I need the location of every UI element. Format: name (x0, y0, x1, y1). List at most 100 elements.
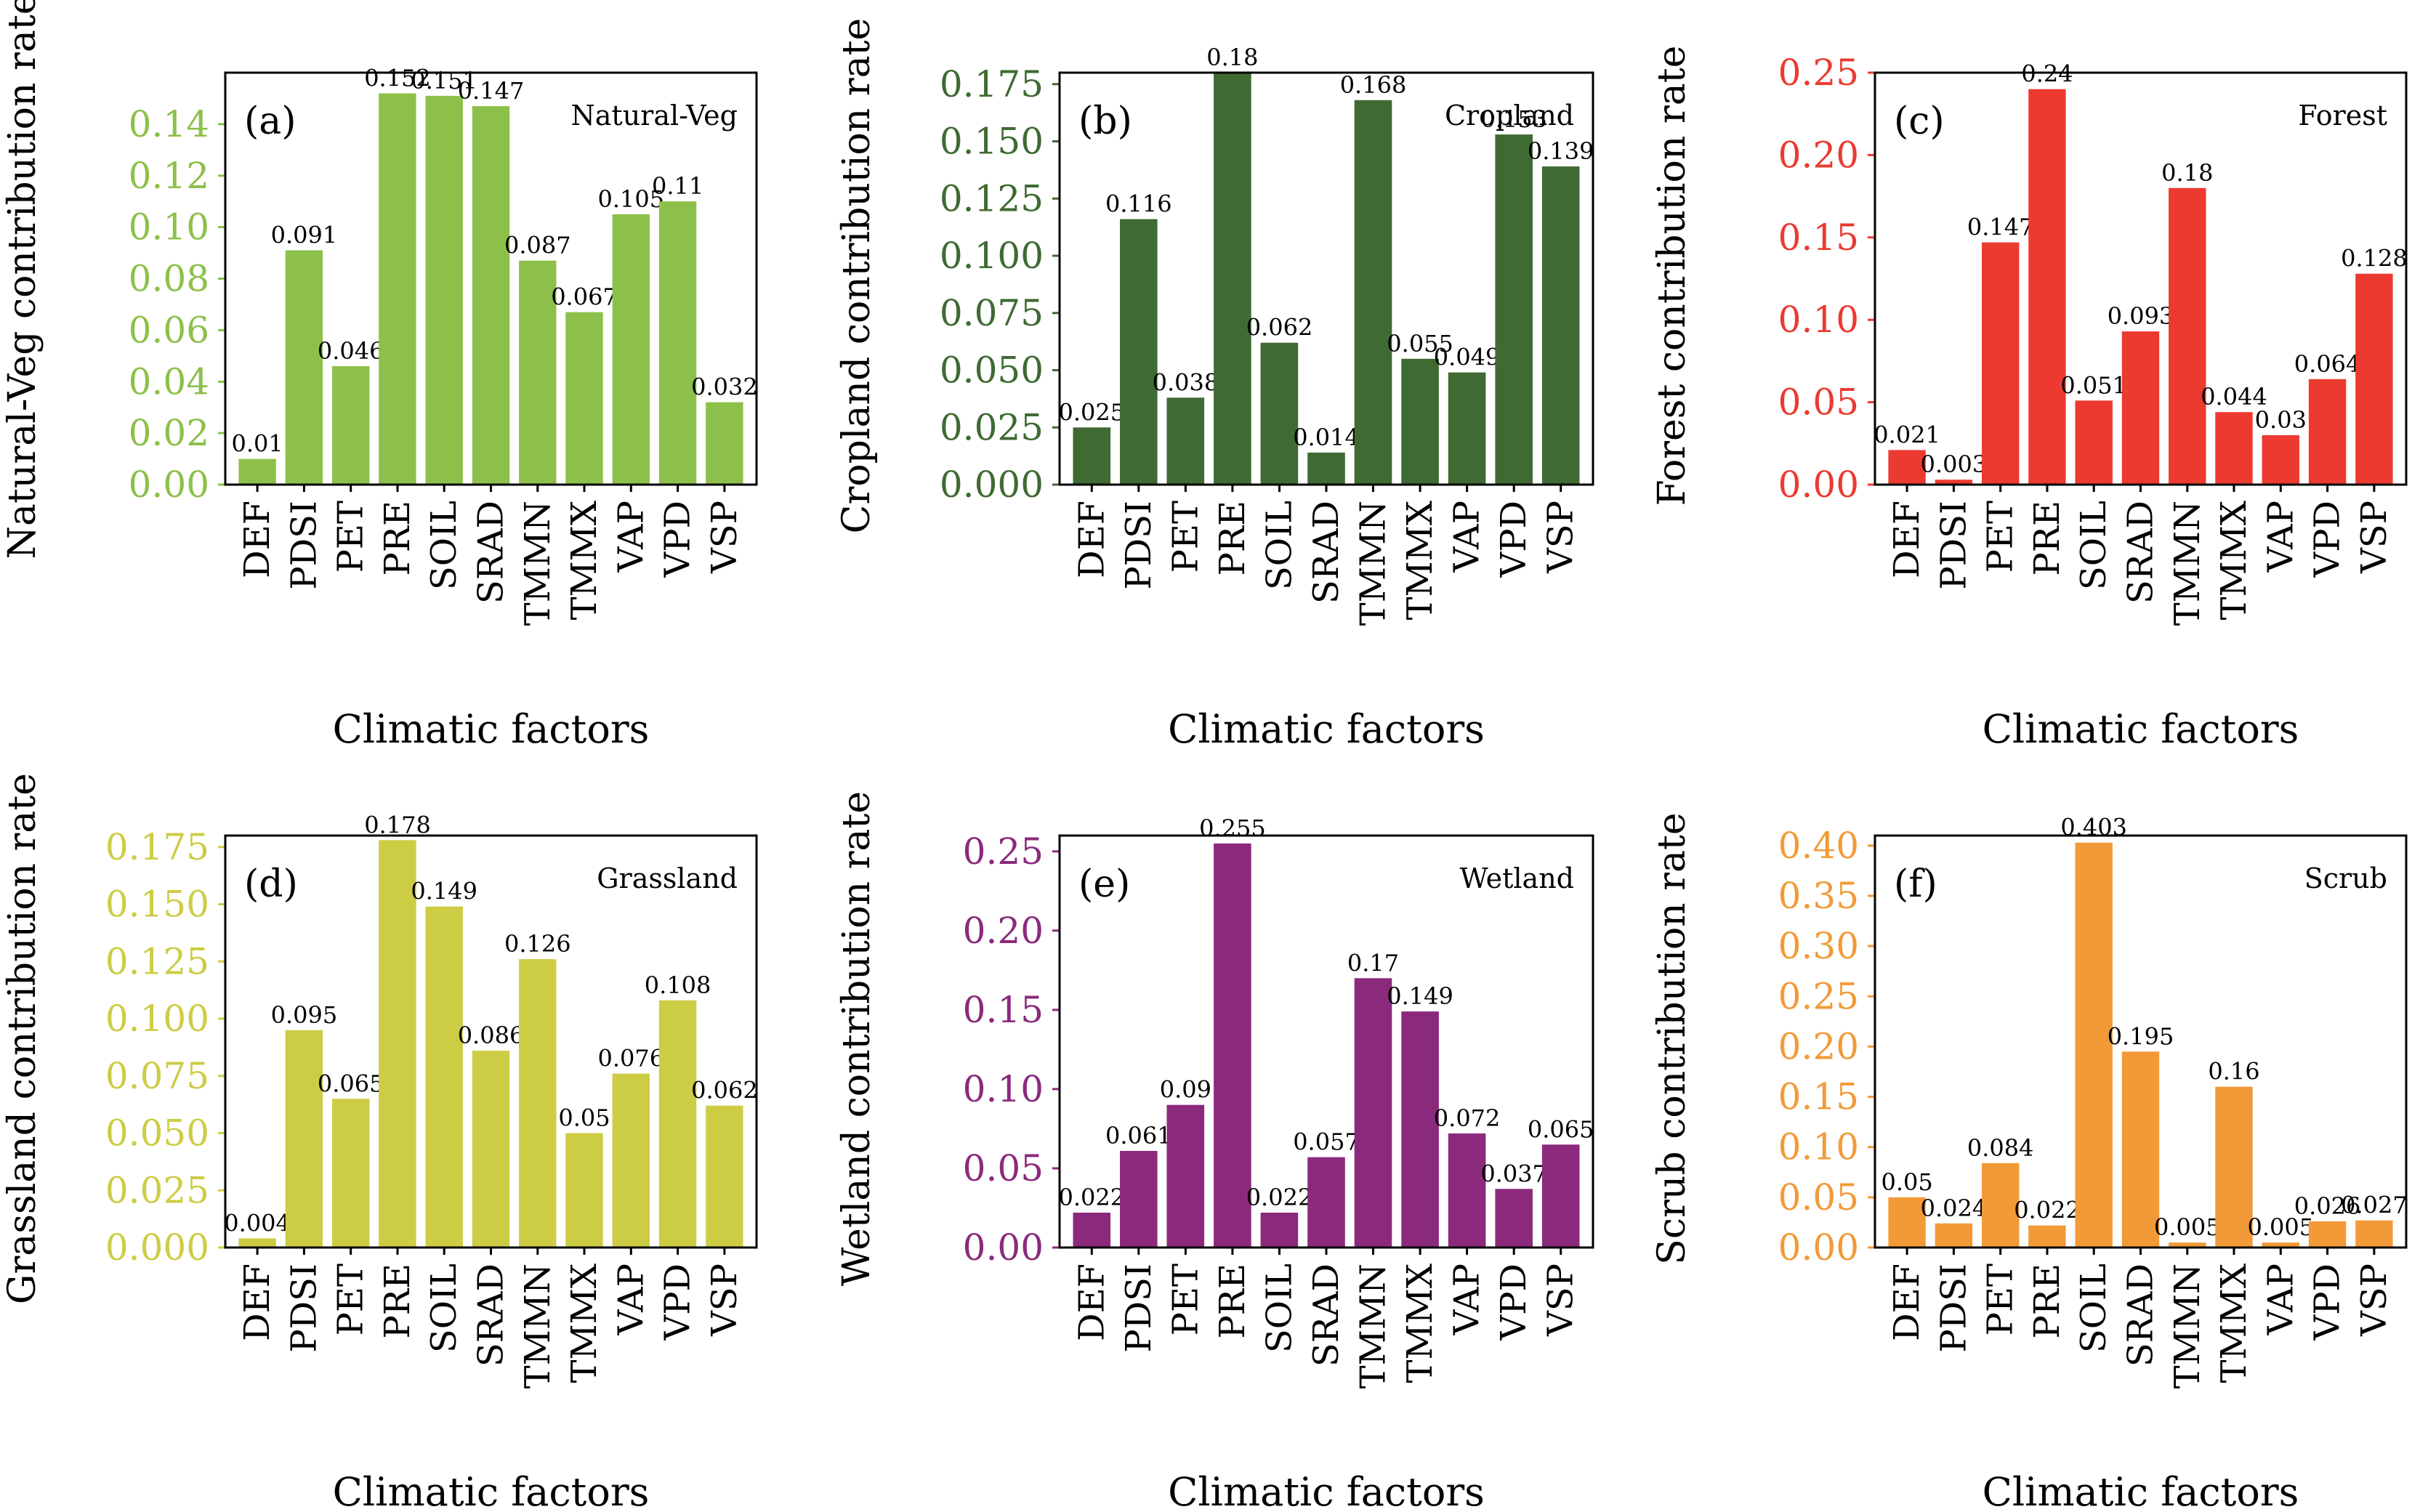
bar-vap (2262, 1242, 2299, 1248)
y-tick-label: 0.00 (963, 1226, 1044, 1269)
y-tick-label: 0.14 (129, 103, 209, 145)
y-tick-label: 0.000 (940, 464, 1044, 506)
x-tick-label-tmmn: TMMN (1353, 501, 1394, 626)
bar-soil (2075, 400, 2113, 485)
chart-panel-b: 0.025 DEF 0.116 PDSI 0.038 PET 0.18 PRE 0.062 SOI… (835, 18, 1594, 752)
x-tick-label-pre: PRE (377, 501, 418, 575)
data-label-tmmx: 0.055 (1387, 330, 1453, 357)
x-tick-label-def: DEF (1071, 501, 1112, 578)
bar-def (1888, 450, 1926, 485)
y-axis-label: Cropland contribution rate (835, 18, 879, 534)
bar-tmmx (1401, 1011, 1439, 1248)
data-label-pre: 0.24 (2021, 60, 2073, 88)
y-tick-label: 0.20 (1778, 134, 1859, 176)
bar-tmmx (1401, 358, 1439, 485)
bar-tmmn (2169, 1242, 2206, 1248)
x-tick-label-vsp: VSP (704, 1264, 745, 1337)
y-tick-label: 0.05 (963, 1147, 1044, 1189)
bar-tmmn (2169, 187, 2206, 485)
bar-vsp (706, 1105, 743, 1248)
bar-pdsi (1935, 480, 1973, 485)
x-tick-label-vap: VAP (610, 1264, 651, 1335)
x-tick-label-pre: PRE (1212, 501, 1253, 575)
y-tick-label: 0.20 (1778, 1025, 1859, 1067)
bar-def (238, 1238, 276, 1248)
bar-pre (2028, 1225, 2066, 1248)
data-label-vpd: 0.153 (1480, 105, 1547, 133)
x-tick-label-vpd: VPD (658, 501, 698, 578)
y-tick-label: 0.075 (105, 1055, 209, 1097)
plot-frame (224, 71, 758, 486)
x-tick-label-srad: SRAD (2121, 501, 2161, 604)
bar-soil (425, 95, 463, 485)
data-label-vsp: 0.032 (691, 373, 758, 401)
data-label-vpd: 0.11 (652, 172, 703, 200)
data-label-tmmn: 0.168 (1340, 71, 1407, 99)
x-tick-label-pet: PET (1165, 1264, 1206, 1335)
y-tick-label: 0.00 (1778, 1226, 1859, 1269)
y-tick-label: 0.15 (963, 989, 1044, 1031)
data-label-tmmx: 0.149 (1387, 982, 1453, 1010)
bar-vpd (658, 1000, 697, 1248)
plot-frame (1874, 834, 2408, 1249)
x-tick-label-def: DEF (1071, 1264, 1112, 1341)
y-axis-label: Forest contribution rate (1650, 46, 1694, 506)
y-tick-label: 0.175 (105, 826, 209, 868)
bar-def (1073, 1213, 1111, 1248)
y-tick-label: 0.15 (1778, 217, 1859, 259)
y-tick-label: 0.15 (1778, 1076, 1859, 1118)
y-tick-label: 0.050 (105, 1112, 209, 1155)
data-label-pdsi: 0.024 (1921, 1194, 1988, 1222)
x-tick-label-vpd: VPD (658, 1264, 698, 1341)
x-tick-label-vap: VAP (1447, 1264, 1488, 1335)
bar-srad (2121, 1051, 2160, 1248)
chart-panel-a: 0.01 DEF 0.091 PDSI 0.046 PET 0.152 PRE 0.151 SOI… (1, 0, 758, 752)
x-tick-label-vpd: VPD (1493, 1264, 1534, 1341)
x-tick-label-pdsi: PDSI (1118, 1264, 1159, 1353)
data-label-def: 0.004 (224, 1209, 291, 1237)
x-tick-label-pdsi: PDSI (1933, 1264, 1974, 1353)
bar-vpd (2308, 1221, 2347, 1248)
x-tick-label-vsp: VSP (2354, 501, 2395, 574)
bar-pdsi (285, 1030, 323, 1248)
bar-srad (1307, 452, 1345, 485)
data-label-vap: 0.005 (2247, 1213, 2314, 1241)
bar-vpd (1495, 1189, 1533, 1248)
legend-text: Grassland (597, 862, 738, 894)
y-tick-label: 0.125 (940, 177, 1044, 219)
y-tick-label: 0.12 (129, 155, 209, 197)
y-axis-label: Grassland contribution rate (1, 773, 44, 1304)
y-tick-label: 0.075 (940, 292, 1044, 334)
y-tick-label: 0.025 (940, 406, 1044, 448)
bar-pdsi (1120, 219, 1158, 485)
x-tick-label-vsp: VSP (1541, 501, 1581, 574)
y-tick-label: 0.06 (129, 309, 209, 351)
data-label-pre: 0.152 (364, 64, 431, 92)
legend-text: Wetland (1460, 862, 1574, 894)
panel-label: (a) (244, 100, 297, 143)
x-tick-label-tmmn: TMMN (2167, 1264, 2208, 1388)
x-tick-label-pet: PET (1980, 1264, 2021, 1335)
plot-frame (1058, 71, 1594, 486)
chart-panel-d: 0.004 DEF 0.095 PDSI 0.065 PET 0.178 PRE 0.149 SO… (1, 773, 758, 1512)
data-label-tmmx: 0.067 (551, 283, 618, 311)
y-tick-label: 0.00 (1778, 464, 1859, 506)
y-tick-label: 0.100 (940, 235, 1044, 277)
panel-label: (c) (1894, 100, 1945, 143)
y-tick-label: 0.20 (963, 910, 1044, 952)
x-tick-label-tmmx: TMMX (2214, 1264, 2254, 1383)
data-label-soil: 0.149 (411, 878, 477, 905)
chart-panel-e: 0.022 DEF 0.061 PDSI 0.09 PET 0.255 PRE 0.022 SOI… (835, 791, 1594, 1512)
data-label-tmmn: 0.126 (504, 930, 571, 958)
bar-tmmx (565, 1133, 603, 1248)
bar-soil (425, 906, 463, 1248)
y-tick-label: 0.125 (105, 940, 209, 982)
y-tick-label: 0.150 (940, 121, 1044, 163)
x-tick-label-vpd: VPD (1493, 501, 1534, 578)
bar-pre (379, 93, 416, 485)
data-label-vsp: 0.065 (1528, 1115, 1594, 1143)
y-tick-label: 0.000 (105, 1226, 209, 1269)
y-tick-label: 0.10 (129, 206, 209, 248)
data-label-soil: 0.062 (1246, 314, 1313, 341)
bar-tmmn (519, 959, 557, 1248)
